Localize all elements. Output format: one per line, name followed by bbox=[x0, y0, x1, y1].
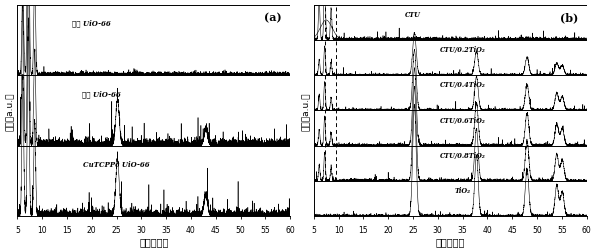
Text: 实验 UiO-66: 实验 UiO-66 bbox=[82, 89, 121, 98]
Y-axis label: 强度（a.u.）: 强度（a.u.） bbox=[5, 92, 14, 130]
Text: CTU/0.8TiO₂: CTU/0.8TiO₂ bbox=[439, 151, 485, 160]
Text: CTU/0.4TiO₂: CTU/0.4TiO₂ bbox=[439, 81, 485, 89]
X-axis label: 角度（度）: 角度（度） bbox=[435, 237, 465, 246]
Text: CTU/0.6TiO₂: CTU/0.6TiO₂ bbox=[439, 116, 485, 124]
Text: (b): (b) bbox=[560, 12, 578, 23]
Text: CTU/0.2TiO₂: CTU/0.2TiO₂ bbox=[439, 46, 485, 54]
Y-axis label: 强度（a.u.）: 强度（a.u.） bbox=[302, 92, 311, 130]
Text: (a): (a) bbox=[264, 12, 282, 23]
Text: CuTCPPc UiO-66: CuTCPPc UiO-66 bbox=[83, 160, 150, 168]
Text: CTU: CTU bbox=[405, 11, 421, 19]
Text: TiO₂: TiO₂ bbox=[454, 186, 470, 195]
X-axis label: 角度（度）: 角度（度） bbox=[139, 237, 168, 246]
Text: 模拟 UiO-66: 模拟 UiO-66 bbox=[72, 19, 111, 27]
